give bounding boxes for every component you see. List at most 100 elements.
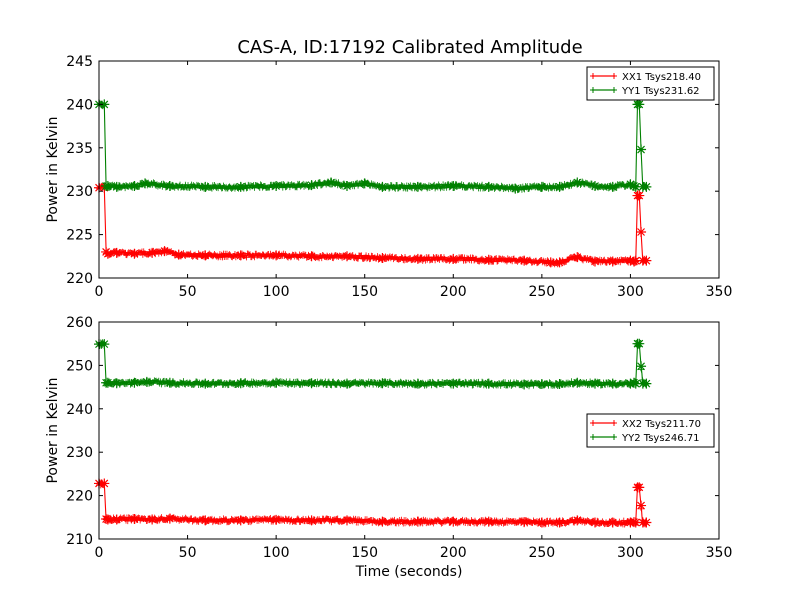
data-point	[342, 180, 352, 191]
data-point	[625, 378, 636, 389]
y-tick-label: 245	[66, 54, 93, 70]
data-point	[641, 255, 652, 266]
data-point	[625, 179, 636, 190]
data-point	[641, 517, 652, 528]
data-point	[235, 378, 246, 389]
data-point	[193, 378, 200, 385]
y-tick-label: 235	[66, 141, 93, 157]
legend-marker	[590, 420, 617, 426]
data-point	[99, 478, 110, 489]
axes-frame	[98, 60, 720, 279]
data-point	[141, 376, 152, 387]
data-point	[433, 382, 440, 389]
data-point	[102, 180, 113, 191]
data-point	[191, 381, 198, 388]
data-point	[306, 180, 317, 191]
data-point	[129, 180, 140, 191]
data-point	[271, 180, 282, 191]
x-tick-label: 150	[351, 284, 378, 300]
data-point	[186, 184, 193, 191]
data-point	[294, 515, 301, 522]
data-point	[483, 181, 494, 192]
y-tick-label: 240	[66, 402, 93, 418]
x-axis-label: Time (seconds)	[355, 564, 463, 580]
data-point	[572, 377, 583, 388]
data-point	[342, 251, 352, 262]
data-point	[182, 181, 189, 188]
data-point	[565, 183, 572, 190]
data-point	[630, 255, 641, 266]
x-tick-label: 50	[179, 545, 197, 561]
data-point	[377, 181, 388, 192]
data-point	[483, 516, 494, 527]
data-point	[271, 514, 282, 525]
data-point	[332, 178, 339, 185]
data-point	[545, 257, 556, 268]
data-point	[636, 144, 647, 155]
data-point	[397, 378, 404, 385]
data-point	[129, 514, 140, 525]
data-point	[386, 185, 393, 192]
data-point	[173, 249, 184, 260]
data-point	[607, 517, 618, 528]
data-point	[314, 182, 321, 189]
data-point	[306, 515, 317, 526]
y-axis-label: Power in Kelvin	[45, 116, 61, 222]
y-tick-label: 230	[66, 184, 93, 200]
legend-marker	[590, 434, 617, 440]
data-point	[111, 181, 122, 192]
data-point	[243, 185, 250, 192]
x-tick-label: 200	[440, 545, 467, 561]
data-point	[448, 516, 459, 527]
data-point	[164, 513, 175, 524]
x-tick-label: 100	[263, 545, 290, 561]
data-point	[377, 253, 388, 264]
data-point	[634, 338, 645, 349]
data-point	[628, 377, 639, 388]
data-point	[161, 181, 168, 188]
data-point	[628, 256, 639, 267]
data-point	[630, 181, 641, 192]
series-yy1	[94, 99, 652, 194]
data-point	[111, 514, 122, 525]
data-point	[448, 253, 459, 264]
x-tick-label: 300	[617, 545, 644, 561]
data-point	[528, 379, 535, 386]
data-point	[634, 190, 645, 201]
y-tick-label: 225	[66, 228, 93, 244]
data-point	[235, 250, 246, 261]
data-point	[147, 247, 158, 258]
data-point	[628, 180, 639, 191]
data-point	[391, 516, 398, 523]
data-point	[377, 378, 388, 389]
y-tick-label: 260	[66, 315, 93, 331]
data-point	[111, 247, 122, 258]
data-point	[590, 378, 600, 389]
legend-label: YY1 Tsys231.62	[621, 86, 700, 97]
data-point	[572, 252, 583, 263]
data-point	[554, 379, 565, 390]
y-tick-label: 220	[66, 489, 93, 505]
data-point	[607, 181, 618, 192]
data-point	[569, 516, 576, 523]
x-tick-label: 100	[263, 284, 290, 300]
data-point	[483, 378, 494, 389]
data-point	[630, 517, 641, 528]
y-tick-label: 220	[66, 271, 93, 287]
data-point	[147, 514, 158, 525]
data-point	[359, 178, 370, 189]
data-point	[607, 256, 618, 267]
data-point	[164, 180, 175, 191]
data-point	[536, 181, 547, 192]
data-point	[159, 246, 170, 257]
data-point	[306, 251, 317, 262]
legend: XX1 Tsys218.40 YY1 Tsys231.62	[586, 66, 715, 101]
x-tick-label: 50	[179, 284, 197, 300]
data-point	[412, 378, 423, 389]
data-point	[641, 181, 652, 192]
x-tick-label: 0	[95, 284, 104, 300]
data-point	[271, 377, 282, 388]
legend-box	[586, 413, 715, 448]
data-point	[554, 181, 565, 192]
data-point	[412, 253, 423, 264]
